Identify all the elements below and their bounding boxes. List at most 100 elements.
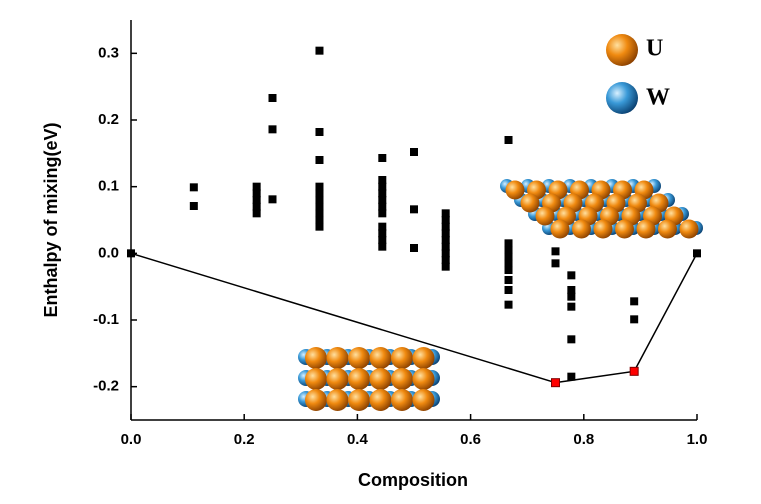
point	[567, 335, 576, 344]
atom	[679, 219, 699, 239]
point	[504, 246, 513, 254]
point	[504, 276, 513, 284]
atom	[348, 347, 370, 369]
atom	[412, 347, 435, 369]
point	[441, 242, 450, 251]
x-tick-label: 1.0	[687, 431, 708, 448]
point	[315, 209, 324, 218]
point	[315, 46, 324, 55]
point	[567, 302, 576, 311]
point	[378, 242, 387, 251]
point	[441, 256, 450, 264]
y-tick-label: -0.2	[93, 378, 119, 395]
x-tick-label: 0.0	[121, 431, 142, 448]
point	[504, 286, 513, 294]
point	[441, 249, 450, 258]
point	[441, 216, 450, 224]
point	[441, 262, 450, 271]
atom	[572, 219, 591, 239]
atom	[305, 368, 327, 390]
y-tick-label: 0.1	[98, 178, 119, 195]
legend-label: U	[646, 36, 663, 62]
point	[551, 378, 560, 388]
point	[441, 229, 450, 238]
x-tick-label: 0.4	[347, 431, 369, 448]
point	[410, 148, 418, 156]
point	[378, 209, 387, 218]
atom	[412, 368, 435, 390]
point	[504, 300, 513, 309]
point	[315, 128, 324, 136]
point	[567, 292, 576, 301]
atom	[369, 389, 392, 411]
atom	[326, 389, 349, 411]
point	[441, 236, 450, 244]
y-tick-label: 0.3	[98, 44, 119, 61]
hull-line	[130, 252, 698, 384]
point	[630, 297, 639, 306]
point	[252, 196, 261, 204]
point	[189, 202, 198, 210]
atom	[305, 347, 327, 369]
atom	[412, 389, 435, 411]
atom	[593, 219, 613, 239]
point	[315, 216, 324, 224]
structure-insets	[298, 179, 703, 411]
point	[378, 236, 387, 244]
legend-label: W	[646, 85, 670, 111]
x-tick-label: 0.8	[573, 431, 594, 448]
atom	[505, 180, 525, 200]
legend-sphere-w	[606, 82, 638, 114]
point	[127, 249, 135, 258]
atom	[305, 389, 327, 411]
y-tick-label: 0.0	[98, 244, 119, 261]
atom	[348, 368, 370, 390]
y-axis-label: Enthalpy of mixing(eV)	[41, 122, 61, 317]
point	[378, 196, 387, 204]
point	[504, 259, 513, 268]
atom	[369, 347, 392, 369]
point	[441, 222, 450, 231]
point	[504, 239, 513, 248]
point	[189, 183, 198, 192]
y-tick-label: 0.2	[98, 111, 119, 128]
point	[551, 247, 560, 256]
point	[629, 366, 639, 376]
point	[551, 259, 560, 268]
atom	[535, 206, 555, 226]
point	[268, 195, 277, 204]
point	[315, 196, 324, 204]
point	[252, 182, 261, 191]
point	[315, 189, 324, 198]
point	[378, 189, 387, 198]
atom	[391, 389, 413, 411]
x-tick-label: 0.6	[460, 431, 481, 448]
point	[378, 154, 387, 162]
atom	[369, 368, 392, 390]
point	[252, 189, 261, 198]
point	[630, 315, 639, 324]
point	[315, 222, 324, 231]
point	[410, 205, 418, 214]
point	[693, 249, 701, 258]
point	[268, 94, 277, 102]
x-axis-label: Composition	[358, 470, 468, 490]
atom	[391, 347, 413, 369]
atom	[615, 219, 634, 239]
atom	[326, 368, 349, 390]
atom	[326, 347, 349, 369]
atom	[658, 219, 677, 239]
point	[378, 182, 387, 191]
point	[315, 182, 324, 191]
point	[410, 244, 418, 252]
atom	[550, 219, 570, 239]
point	[441, 209, 450, 218]
point	[252, 202, 261, 211]
legend-sphere-u	[606, 34, 638, 66]
point	[315, 156, 324, 164]
point	[315, 202, 324, 211]
point	[567, 372, 576, 381]
atom	[391, 368, 413, 390]
